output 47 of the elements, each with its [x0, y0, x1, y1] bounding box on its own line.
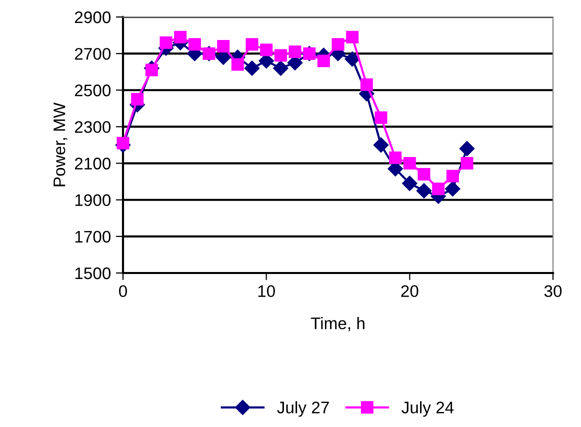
x-axis-title: Time, h [310, 317, 364, 332]
y-tick-label: 2500 [74, 84, 111, 96]
x-tick-label: 0 [119, 285, 127, 298]
point [460, 157, 474, 170]
point [373, 137, 389, 153]
point [459, 141, 475, 156]
y-tick-label: 2700 [74, 48, 111, 60]
point [346, 30, 359, 44]
point [231, 58, 244, 71]
point [244, 60, 260, 76]
x-tick-label: 10 [258, 285, 275, 298]
x-tick-label: 30 [544, 285, 562, 298]
point [445, 181, 460, 196]
point [246, 38, 258, 51]
point [389, 152, 402, 164]
y-tick-label: 2100 [74, 158, 111, 170]
point [116, 136, 130, 150]
point [374, 111, 388, 124]
legend-label: July 27 [277, 401, 329, 417]
point [446, 170, 459, 182]
point [416, 183, 432, 198]
point [432, 182, 445, 196]
y-tick-label: 2300 [74, 121, 111, 133]
point [260, 44, 273, 56]
point [273, 60, 288, 76]
point [274, 49, 287, 62]
x-tick-label: 20 [401, 285, 418, 298]
point [317, 54, 330, 68]
y-tick-label: 1900 [75, 194, 111, 206]
point [332, 38, 344, 51]
point [145, 64, 158, 76]
y-tick-label: 1700 [75, 230, 111, 243]
point [131, 93, 144, 106]
y-tick-label: 2900 [74, 11, 111, 24]
legend-label: July 24 [402, 401, 454, 417]
point [188, 38, 201, 51]
point [174, 30, 187, 44]
point [160, 36, 172, 49]
point [402, 176, 418, 191]
point [360, 78, 373, 91]
point [344, 51, 360, 67]
point [418, 168, 430, 181]
y-axis-title: Power, MW [54, 102, 68, 186]
point [403, 157, 416, 170]
y-tick-label: 1500 [75, 267, 111, 280]
point [217, 40, 230, 53]
point [288, 45, 302, 58]
